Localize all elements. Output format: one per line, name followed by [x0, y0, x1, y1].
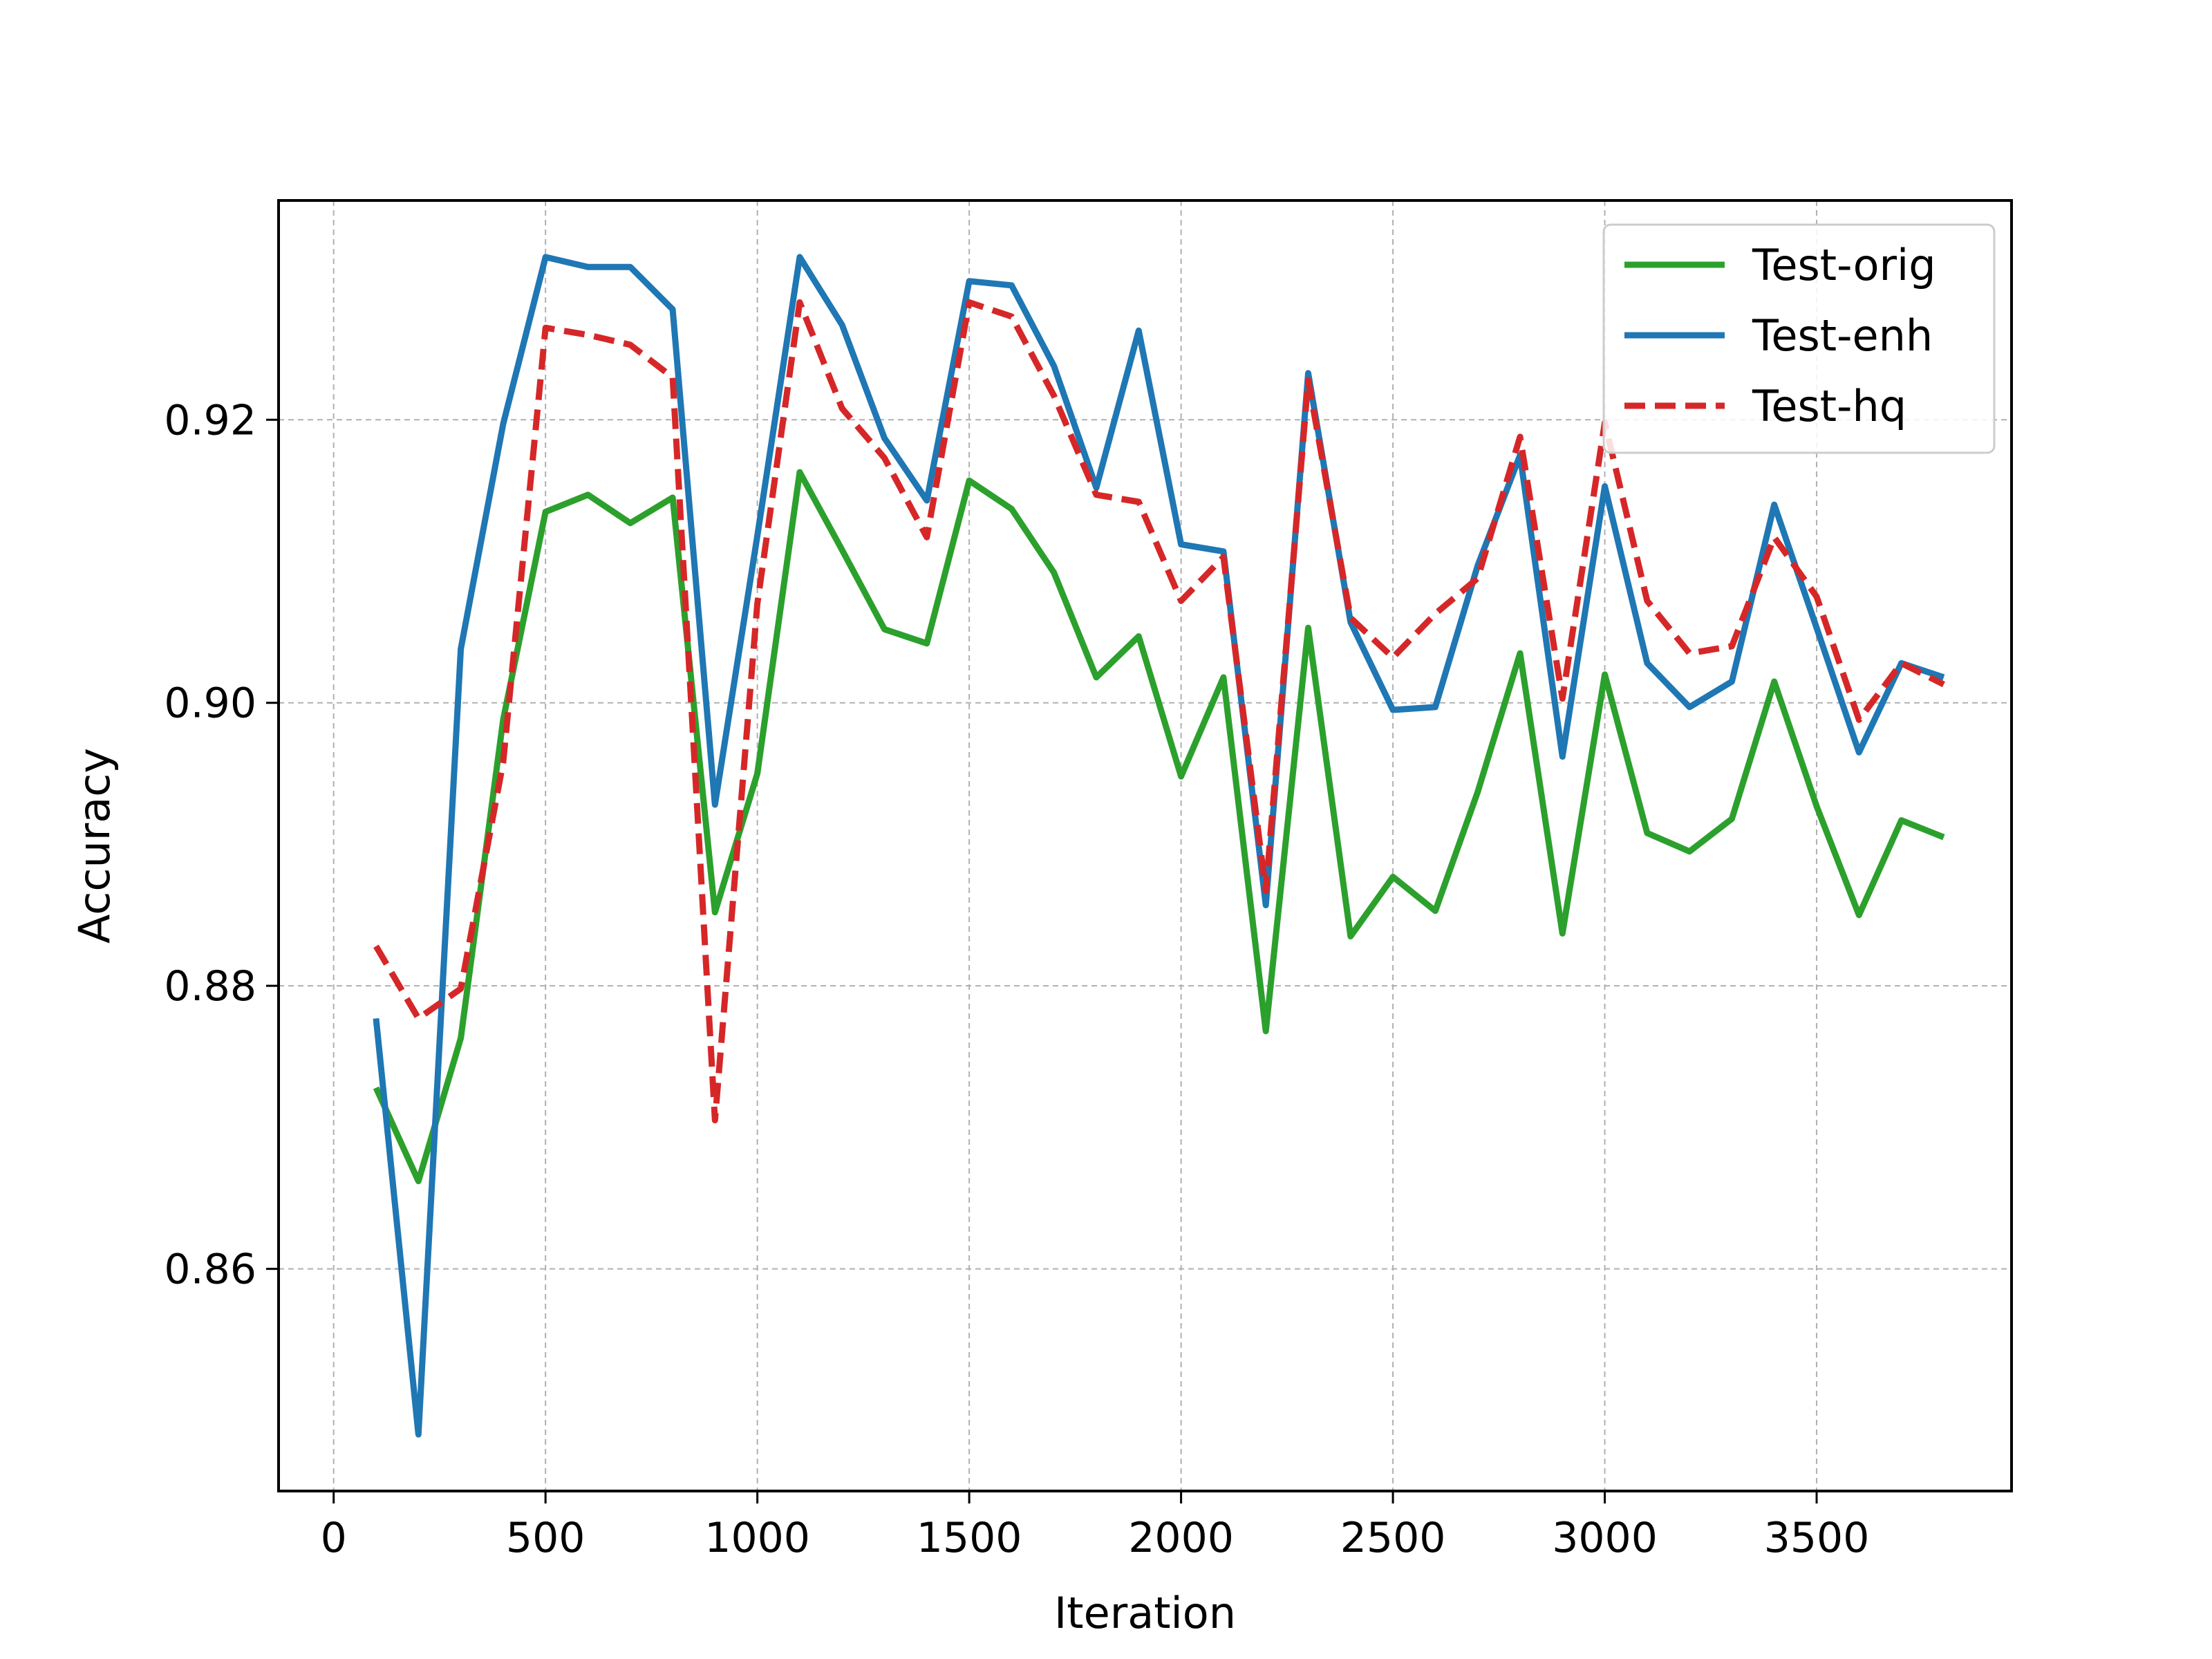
- data-point: [545, 256, 546, 257]
- data-point: [1689, 653, 1690, 654]
- data-point: [1477, 578, 1478, 579]
- data-point: [842, 325, 843, 326]
- series-lines: [373, 254, 1945, 1438]
- data-point: [1943, 684, 1944, 685]
- data-point: [418, 1018, 419, 1019]
- x-tick-label: 1500: [917, 1514, 1022, 1562]
- y-axis-label: Accuracy: [69, 748, 120, 944]
- series-line-test-hq: [373, 299, 1945, 1124]
- data-point: [1138, 636, 1139, 637]
- data-point: [1223, 551, 1224, 552]
- legend-box: [1602, 223, 1996, 454]
- data-point: [375, 1018, 376, 1019]
- data-point: [1689, 706, 1690, 707]
- axis-ticks: 0 500 1000 1500 2000 2500 3000 3500 0.86 0.88 0.90…: [164, 396, 1869, 1562]
- data-point: [1053, 395, 1054, 396]
- data-point: [1562, 698, 1563, 699]
- x-tick-label: 500: [506, 1514, 585, 1562]
- data-point: [757, 603, 758, 604]
- data-point: [1350, 617, 1351, 618]
- series-line-test-enh: [373, 254, 1945, 1438]
- data-point: [799, 256, 800, 257]
- data-point: [1011, 316, 1012, 317]
- data-point: [799, 472, 800, 473]
- data-point: [969, 302, 970, 303]
- series-line-test-orig: [373, 469, 1945, 1185]
- data-point: [1053, 572, 1054, 573]
- x-tick-label: 1000: [704, 1514, 810, 1562]
- data-point: [1562, 756, 1563, 757]
- data-point: [375, 1087, 376, 1088]
- y-tick-label: 0.92: [164, 396, 256, 444]
- data-point: [1477, 791, 1478, 792]
- data-point: [926, 643, 927, 644]
- data-point: [1604, 674, 1605, 675]
- data-point: [1562, 933, 1563, 934]
- series-test-hq: [373, 299, 1945, 1124]
- data-point: [418, 1434, 419, 1435]
- x-tick-label: 0: [321, 1514, 347, 1562]
- data-point: [1308, 379, 1309, 380]
- data-point: [1096, 487, 1097, 488]
- y-tick-label: 0.90: [164, 679, 256, 728]
- data-point: [799, 302, 800, 303]
- data-point: [1689, 851, 1690, 852]
- data-point: [1138, 502, 1139, 503]
- data-point: [926, 537, 927, 538]
- y-tick-label: 0.88: [164, 962, 256, 1011]
- data-point: [1519, 653, 1520, 654]
- data-point: [1901, 820, 1902, 821]
- data-point: [969, 480, 970, 481]
- legend-label-test-hq: Test-hq: [1752, 381, 1906, 431]
- data-point: [1435, 706, 1436, 707]
- data-point: [460, 648, 461, 649]
- data-point: [1901, 663, 1902, 664]
- legend: Test-orig Test-enh Test-hq: [1602, 223, 1996, 454]
- series-test-orig: [373, 469, 1945, 1185]
- series-test-enh: [373, 254, 1945, 1438]
- y-tick-label: 0.86: [164, 1246, 256, 1294]
- data-point: [842, 408, 843, 409]
- data-point: [1096, 494, 1097, 495]
- data-point: [1138, 330, 1139, 331]
- x-tick-label: 2500: [1340, 1514, 1446, 1562]
- x-tick-label: 3000: [1552, 1514, 1658, 1562]
- data-point: [460, 988, 461, 989]
- legend-label-test-orig: Test-orig: [1752, 240, 1936, 290]
- data-point: [1223, 556, 1224, 557]
- x-tick-label: 2000: [1128, 1514, 1234, 1562]
- data-point: [1350, 936, 1351, 937]
- data-point: [1393, 657, 1394, 658]
- x-tick-label: 3500: [1764, 1514, 1870, 1562]
- data-point: [1943, 837, 1944, 838]
- data-point: [1393, 709, 1394, 710]
- data-point: [1477, 565, 1478, 566]
- data-point: [884, 629, 885, 630]
- data-point: [1435, 910, 1436, 911]
- data-point: [1519, 436, 1520, 437]
- plot-area-frame: [277, 199, 2013, 1492]
- legend-label-test-enh: Test-enh: [1752, 310, 1933, 361]
- data-point: [1435, 613, 1436, 614]
- x-axis-label: Iteration: [1054, 1588, 1236, 1638]
- data-point: [1604, 486, 1605, 487]
